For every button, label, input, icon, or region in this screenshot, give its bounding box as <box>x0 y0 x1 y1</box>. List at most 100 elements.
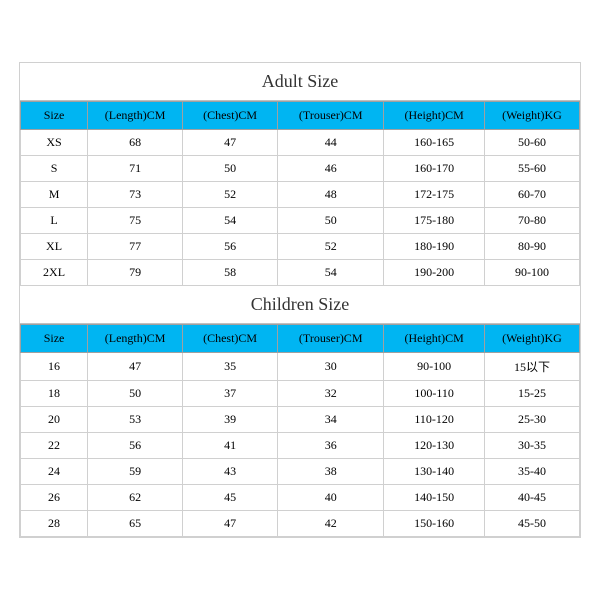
table-cell: 40-45 <box>484 485 579 511</box>
table-cell: 65 <box>88 511 183 537</box>
table-row: 22564136120-13030-35 <box>21 433 580 459</box>
table-cell: 71 <box>88 156 183 182</box>
table-cell: 160-170 <box>384 156 485 182</box>
table-cell: 22 <box>21 433 88 459</box>
table-cell: 100-110 <box>384 381 485 407</box>
table-cell: 24 <box>21 459 88 485</box>
table-cell: 16 <box>21 353 88 381</box>
col-trouser: (Trouser)CM <box>278 102 384 130</box>
table-cell: 140-150 <box>384 485 485 511</box>
table-cell: 15以下 <box>484 353 579 381</box>
table-cell: 120-130 <box>384 433 485 459</box>
table-cell: 79 <box>88 260 183 286</box>
table-cell: 15-25 <box>484 381 579 407</box>
table-cell: 56 <box>88 433 183 459</box>
table-cell: 50-60 <box>484 130 579 156</box>
table-cell: 44 <box>278 130 384 156</box>
table-row: 20533934110-12025-30 <box>21 407 580 433</box>
table-cell: 172-175 <box>384 182 485 208</box>
table-cell: 47 <box>183 511 278 537</box>
table-cell: 160-165 <box>384 130 485 156</box>
table-row: L755450175-18070-80 <box>21 208 580 234</box>
size-chart-container: Adult Size Size (Length)CM (Chest)CM (Tr… <box>19 62 581 538</box>
table-cell: 52 <box>183 182 278 208</box>
table-cell: 28 <box>21 511 88 537</box>
col-length: (Length)CM <box>88 325 183 353</box>
table-cell: 180-190 <box>384 234 485 260</box>
table-cell: 190-200 <box>384 260 485 286</box>
table-cell: 73 <box>88 182 183 208</box>
table-cell: 47 <box>183 130 278 156</box>
children-tbody: 1647353090-10015以下18503732100-11015-2520… <box>21 353 580 537</box>
col-trouser: (Trouser)CM <box>278 325 384 353</box>
table-cell: S <box>21 156 88 182</box>
table-cell: 36 <box>278 433 384 459</box>
table-cell: 43 <box>183 459 278 485</box>
table-row: 24594338130-14035-40 <box>21 459 580 485</box>
table-cell: 150-160 <box>384 511 485 537</box>
table-cell: 45-50 <box>484 511 579 537</box>
table-cell: 50 <box>183 156 278 182</box>
adult-size-table: Size (Length)CM (Chest)CM (Trouser)CM (H… <box>20 101 580 286</box>
table-cell: 70-80 <box>484 208 579 234</box>
col-weight: (Weight)KG <box>484 325 579 353</box>
table-cell: 26 <box>21 485 88 511</box>
table-row: M735248172-17560-70 <box>21 182 580 208</box>
table-cell: 40 <box>278 485 384 511</box>
table-cell: 58 <box>183 260 278 286</box>
table-cell: 50 <box>278 208 384 234</box>
col-chest: (Chest)CM <box>183 102 278 130</box>
table-cell: 56 <box>183 234 278 260</box>
table-cell: 110-120 <box>384 407 485 433</box>
table-cell: 90-100 <box>384 353 485 381</box>
table-cell: 32 <box>278 381 384 407</box>
table-cell: 35-40 <box>484 459 579 485</box>
table-cell: 45 <box>183 485 278 511</box>
table-cell: 30 <box>278 353 384 381</box>
table-cell: XL <box>21 234 88 260</box>
table-cell: 35 <box>183 353 278 381</box>
adult-tbody: XS684744160-16550-60S715046160-17055-60M… <box>21 130 580 286</box>
table-row: 2XL795854190-20090-100 <box>21 260 580 286</box>
table-cell: XS <box>21 130 88 156</box>
col-size: Size <box>21 325 88 353</box>
col-chest: (Chest)CM <box>183 325 278 353</box>
table-row: 26624540140-15040-45 <box>21 485 580 511</box>
table-cell: 30-35 <box>484 433 579 459</box>
table-cell: 50 <box>88 381 183 407</box>
children-section-title: Children Size <box>20 286 580 324</box>
col-height: (Height)CM <box>384 325 485 353</box>
table-cell: 90-100 <box>484 260 579 286</box>
children-header-row: Size (Length)CM (Chest)CM (Trouser)CM (H… <box>21 325 580 353</box>
table-cell: 75 <box>88 208 183 234</box>
adult-section-title: Adult Size <box>20 63 580 101</box>
table-row: 18503732100-11015-25 <box>21 381 580 407</box>
table-cell: 130-140 <box>384 459 485 485</box>
table-cell: 52 <box>278 234 384 260</box>
table-cell: 34 <box>278 407 384 433</box>
children-size-table: Size (Length)CM (Chest)CM (Trouser)CM (H… <box>20 324 580 537</box>
adult-header-row: Size (Length)CM (Chest)CM (Trouser)CM (H… <box>21 102 580 130</box>
table-row: XL775652180-19080-90 <box>21 234 580 260</box>
col-size: Size <box>21 102 88 130</box>
table-cell: 41 <box>183 433 278 459</box>
table-cell: 47 <box>88 353 183 381</box>
table-row: S715046160-17055-60 <box>21 156 580 182</box>
col-height: (Height)CM <box>384 102 485 130</box>
table-row: 28654742150-16045-50 <box>21 511 580 537</box>
table-cell: 62 <box>88 485 183 511</box>
table-cell: 20 <box>21 407 88 433</box>
table-row: 1647353090-10015以下 <box>21 353 580 381</box>
table-cell: 54 <box>278 260 384 286</box>
table-cell: M <box>21 182 88 208</box>
table-cell: 80-90 <box>484 234 579 260</box>
col-length: (Length)CM <box>88 102 183 130</box>
table-cell: 77 <box>88 234 183 260</box>
table-cell: 175-180 <box>384 208 485 234</box>
table-cell: L <box>21 208 88 234</box>
table-cell: 18 <box>21 381 88 407</box>
table-cell: 37 <box>183 381 278 407</box>
table-cell: 59 <box>88 459 183 485</box>
table-cell: 53 <box>88 407 183 433</box>
table-row: XS684744160-16550-60 <box>21 130 580 156</box>
